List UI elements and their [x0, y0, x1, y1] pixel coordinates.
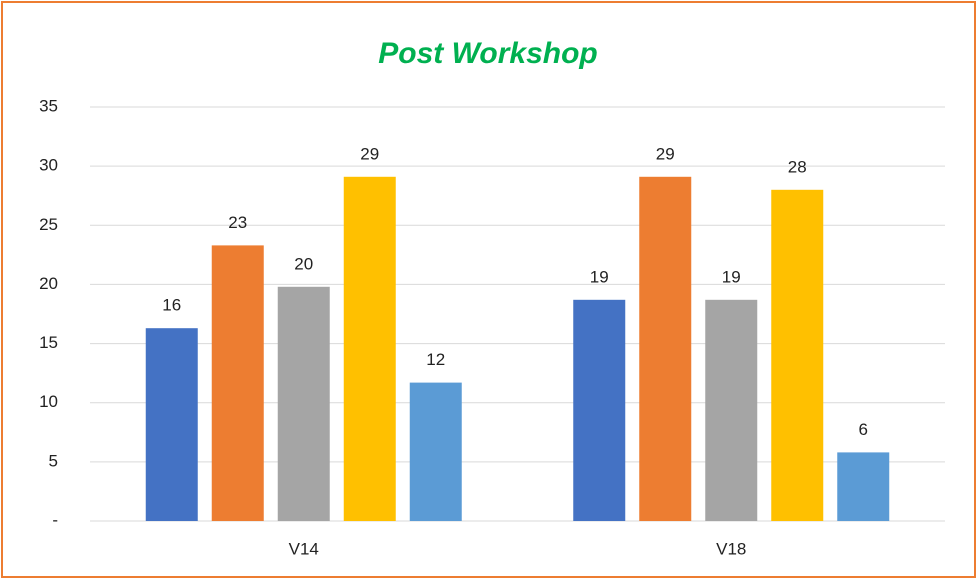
bar: [837, 452, 890, 521]
y-tick-label: 30: [39, 156, 58, 175]
bar: [573, 299, 626, 521]
value-label: 6: [859, 420, 868, 439]
value-label: 29: [656, 144, 675, 163]
chart-title: Post Workshop: [378, 37, 597, 70]
value-label: 23: [228, 213, 247, 232]
y-tick-label: 10: [39, 392, 58, 411]
bar: [277, 286, 330, 521]
bar: [343, 176, 396, 521]
bar: [771, 189, 824, 522]
y-tick-label: 20: [39, 274, 58, 293]
value-label: 29: [360, 144, 379, 163]
x-tick-label: V14: [289, 539, 319, 558]
value-label: 20: [294, 254, 313, 273]
y-tick-label: 35: [39, 96, 58, 115]
value-label: 19: [590, 267, 609, 286]
y-tick-label: 15: [39, 333, 58, 352]
value-label: 12: [426, 350, 445, 369]
x-tick-label: V18: [716, 539, 746, 558]
value-label: 16: [162, 296, 181, 315]
value-label: 28: [788, 157, 807, 176]
y-tick-label: 25: [39, 215, 58, 234]
bar: [211, 245, 264, 521]
y-tick-label: -: [52, 510, 58, 529]
bar: [409, 382, 462, 521]
y-tick-label: 5: [49, 451, 58, 470]
bar: [705, 299, 758, 521]
value-label: 19: [722, 267, 741, 286]
bar: [145, 328, 198, 521]
bar: [639, 176, 692, 521]
